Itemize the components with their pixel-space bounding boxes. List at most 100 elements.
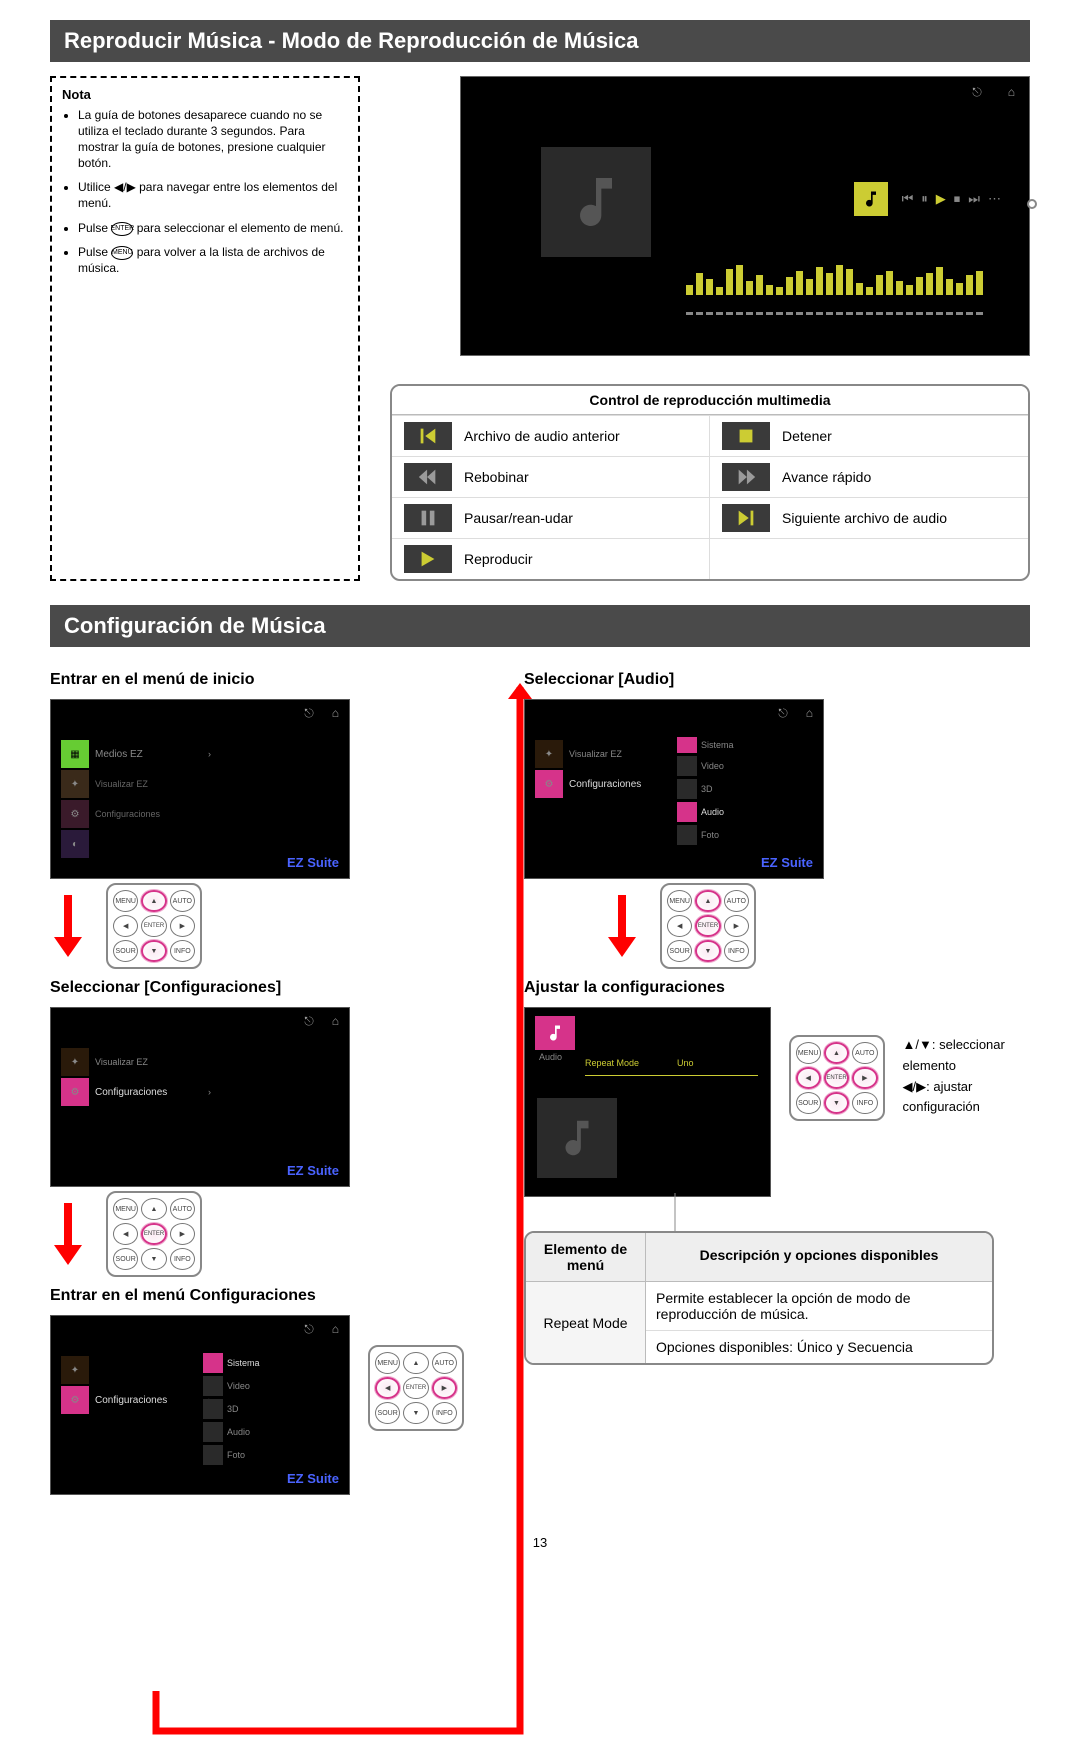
menu-item[interactable]: ◐ <box>61 830 211 858</box>
remote-ml[interactable]: ◀ <box>796 1067 821 1089</box>
remote-tl[interactable]: MENU <box>796 1042 821 1064</box>
remote-mr[interactable]: ▶ <box>852 1067 877 1089</box>
legend-line: ◀/▶: ajustar configuración <box>903 1077 1034 1119</box>
setting-value: Uno <box>677 1058 694 1075</box>
remote-bl[interactable]: SOUR <box>667 940 692 962</box>
remote-tc[interactable]: ▲ <box>141 890 166 912</box>
repeat-mode-row[interactable]: Repeat Mode Uno <box>585 1058 758 1076</box>
remote-bc[interactable]: ▼ <box>141 1248 166 1270</box>
control-label: Detener <box>782 428 832 444</box>
remote-bc[interactable]: ▼ <box>824 1092 849 1114</box>
remote-tl[interactable]: MENU <box>113 1198 138 1220</box>
remote-bc[interactable]: ▼ <box>141 940 166 962</box>
legend-line: ▲/▼: seleccionar elemento <box>903 1035 1034 1077</box>
more-icon[interactable]: ⋯ <box>988 191 1001 207</box>
remote-tc[interactable]: ▲ <box>695 890 720 912</box>
remote-br[interactable]: INFO <box>170 940 195 962</box>
remote-mc[interactable]: ENTER <box>824 1067 849 1089</box>
menu-item[interactable]: ✦Visualizar EZ <box>61 770 211 798</box>
steps-two-columns: Entrar en el menú de inicio ⎋⌂ ▦Medios E… <box>50 661 1030 1499</box>
remote-br[interactable]: INFO <box>432 1402 457 1424</box>
remote-mr[interactable]: ▶ <box>724 915 749 937</box>
remote-bc[interactable]: ▼ <box>695 940 720 962</box>
remote-tr[interactable]: AUTO <box>170 1198 195 1220</box>
section-title-2: Configuración de Música <box>50 605 1030 647</box>
next-icon[interactable]: ⏭ <box>968 191 980 207</box>
remote-mr[interactable]: ▶ <box>170 1223 195 1245</box>
remote-mc[interactable]: ENTER <box>695 915 720 937</box>
submenu-item[interactable]: 3D <box>677 779 757 799</box>
submenu-item[interactable]: Video <box>203 1376 283 1396</box>
right-steps-column: Seleccionar [Audio] ⎋⌂ ✦Visualizar EZ ⚙C… <box>524 661 1033 1499</box>
nota-item: La guía de botones desaparece cuando no … <box>78 107 348 172</box>
rew-icon <box>404 463 452 491</box>
nota-item: Pulse MENU para volver a la lista de arc… <box>78 244 348 276</box>
top-row: Nota La guía de botones desaparece cuand… <box>50 76 1030 581</box>
prev-icon[interactable]: ⏮ <box>902 191 914 207</box>
menu-item[interactable]: ✦ <box>61 1356 211 1384</box>
remote-bl[interactable]: SOUR <box>796 1092 821 1114</box>
next-icon <box>722 504 770 532</box>
remote-tc[interactable]: ▲ <box>141 1198 166 1220</box>
step-heading: Entrar en el menú de inicio <box>50 671 464 689</box>
control-label: Reproducir <box>464 551 532 567</box>
menu-item-config[interactable]: ⚙Configuraciones› <box>535 770 685 798</box>
remote-bl[interactable]: SOUR <box>113 1248 138 1270</box>
controls-table: Control de reproducción multimedia Archi… <box>390 384 1030 581</box>
nota-title: Nota <box>62 86 348 104</box>
remote-tc[interactable]: ▲ <box>824 1042 849 1064</box>
remote-tc[interactable]: ▲ <box>403 1352 428 1374</box>
remote-ml[interactable]: ◀ <box>667 915 692 937</box>
pause-icon[interactable]: ⏸ <box>921 191 928 207</box>
select-config-mock: ⎋⌂ ✦Visualizar EZ ⚙Configuraciones› EZ S… <box>50 1007 350 1187</box>
menu-item-config-selected[interactable]: ⚙Configuraciones› <box>61 1078 211 1106</box>
submenu-item[interactable]: Sistema <box>677 737 757 753</box>
submenu-item[interactable]: Video <box>677 756 757 776</box>
remote-br[interactable]: INFO <box>724 940 749 962</box>
menu-item[interactable]: ✦Visualizar EZ <box>535 740 685 768</box>
remote-ml[interactable]: ◀ <box>113 1223 138 1245</box>
remote-tr[interactable]: AUTO <box>724 890 749 912</box>
menu-item[interactable]: ✦Visualizar EZ <box>61 1048 211 1076</box>
remote-tl[interactable]: MENU <box>113 890 138 912</box>
remote-br[interactable]: INFO <box>852 1092 877 1114</box>
album-art-placeholder <box>541 147 651 257</box>
menu-item[interactable]: ⚙Configuraciones <box>61 800 211 828</box>
menu-item-config[interactable]: ⚙Configuraciones› <box>61 1386 211 1414</box>
enter-config-mock: ⎋⌂ ✦ ⚙Configuraciones› Sistema Video 3D … <box>50 1315 350 1495</box>
remote-bc[interactable]: ▼ <box>403 1402 428 1424</box>
step-heading: Ajustar la configuraciones <box>524 979 1033 997</box>
remote-tr[interactable]: AUTO <box>852 1042 877 1064</box>
remote-mc[interactable]: ENTER <box>141 1223 166 1245</box>
controls-table-wrap: Control de reproducción multimedia Archi… <box>390 384 1030 581</box>
remote-tr[interactable]: AUTO <box>170 890 195 912</box>
remote-mr[interactable]: ▶ <box>170 915 195 937</box>
play-icon[interactable]: ▶ <box>936 191 946 207</box>
submenu-item[interactable]: Foto <box>677 825 757 845</box>
enter-button-icon: ENTER <box>111 222 133 236</box>
nota-item: Pulse ENTER para seleccionar el elemento… <box>78 220 348 236</box>
remote-bl[interactable]: SOUR <box>375 1402 400 1424</box>
remote-ml[interactable]: ◀ <box>113 915 138 937</box>
player-column: ⎋ ⌂ ⏮ ⏸ ▶ ⏹ ⏭ ⋯ Control <box>386 76 1030 581</box>
remote-mc[interactable]: ENTER <box>141 915 166 937</box>
remote-bl[interactable]: SOUR <box>113 940 138 962</box>
status-icon: ⌂ <box>1008 85 1015 100</box>
remote-mr[interactable]: ▶ <box>432 1377 457 1399</box>
down-arrow-icon <box>50 1199 86 1269</box>
remote-pad: MENU▲AUTO ◀ENTER▶ SOUR▼INFO <box>106 883 202 969</box>
submenu-audio-selected[interactable]: Audio <box>677 802 757 822</box>
remote-mc[interactable]: ENTER <box>403 1377 428 1399</box>
remote-br[interactable]: INFO <box>170 1248 195 1270</box>
remote-tl[interactable]: MENU <box>375 1352 400 1374</box>
remote-tl[interactable]: MENU <box>667 890 692 912</box>
stop-icon[interactable]: ⏹ <box>954 191 961 207</box>
menu-item-medios[interactable]: ▦Medios EZ› <box>61 740 211 768</box>
submenu-item[interactable]: 3D <box>203 1399 283 1419</box>
submenu-item[interactable]: Audio <box>203 1422 283 1442</box>
remote-ml[interactable]: ◀ <box>375 1377 400 1399</box>
remote-tr[interactable]: AUTO <box>432 1352 457 1374</box>
submenu-sistema[interactable]: Sistema <box>203 1353 283 1373</box>
home-menu-mock: ⎋⌂ ▦Medios EZ› ✦Visualizar EZ ⚙Configura… <box>50 699 350 879</box>
submenu-item[interactable]: Foto <box>203 1445 283 1465</box>
